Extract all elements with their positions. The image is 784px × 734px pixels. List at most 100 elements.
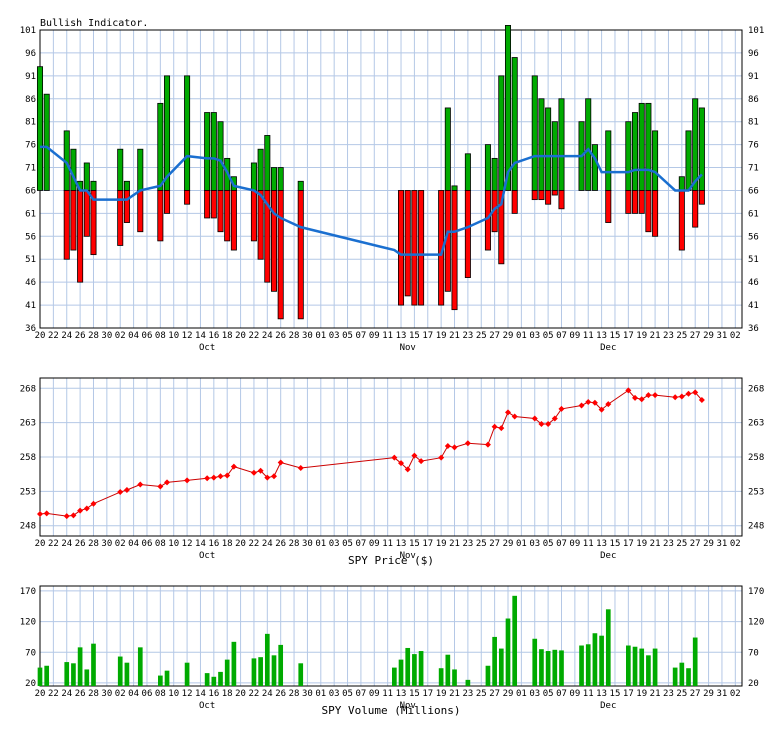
x-tick-label: 01 xyxy=(315,539,326,549)
bullish-bar-up xyxy=(210,112,217,191)
x-tick-label: 03 xyxy=(329,331,340,341)
x-tick-label: 06 xyxy=(142,331,153,341)
price-point xyxy=(157,483,164,490)
x-tick-label: 03 xyxy=(529,331,540,341)
x-tick-label: 29 xyxy=(503,331,514,341)
y-tick-label-right: 248 xyxy=(748,522,764,532)
volume-bar xyxy=(84,669,90,686)
x-tick-label: 26 xyxy=(75,539,86,549)
x-tick-label: 18 xyxy=(222,331,233,341)
price-point xyxy=(652,392,659,399)
price-point xyxy=(37,511,43,518)
x-tick-label: 25 xyxy=(676,331,687,341)
bullish-bar-up xyxy=(451,185,458,191)
x-tick-label: 01 xyxy=(315,689,326,699)
price-point xyxy=(605,401,612,408)
x-tick-label: 24 xyxy=(61,539,72,549)
x-tick-label: 07 xyxy=(355,689,366,699)
x-tick-label: 21 xyxy=(449,539,460,549)
x-tick-label: 25 xyxy=(676,689,687,699)
x-tick-label: 30 xyxy=(101,331,112,341)
price-point xyxy=(672,394,679,401)
x-tick-label: 13 xyxy=(596,539,607,549)
y-tick-label-left: 96 xyxy=(25,49,36,59)
bullish-bar-down xyxy=(70,190,77,251)
volume-bar xyxy=(652,648,658,686)
x-tick-label: 28 xyxy=(289,331,300,341)
x-tick-label: 22 xyxy=(249,539,260,549)
bullish-bar-down xyxy=(277,190,284,320)
x-tick-label: 19 xyxy=(636,331,647,341)
x-tick-label: 22 xyxy=(48,539,59,549)
x-tick-label: 11 xyxy=(382,689,393,699)
bullish-indicator-title: Bullish Indicator. xyxy=(40,18,148,29)
volume-bar xyxy=(585,644,591,686)
x-tick-label: 26 xyxy=(75,331,86,341)
bullish-bar-down xyxy=(250,190,257,242)
bullish-bar-down xyxy=(184,190,191,205)
x-tick-label: 20 xyxy=(235,331,246,341)
volume-bar xyxy=(44,665,50,686)
x-tick-label: 15 xyxy=(610,689,621,699)
x-tick-label: 23 xyxy=(462,689,473,699)
bullish-bar-up xyxy=(117,148,124,191)
x-tick-label: 07 xyxy=(556,689,567,699)
y-tick-label-right: 253 xyxy=(748,487,764,497)
volume-bar xyxy=(218,671,223,686)
price-point xyxy=(77,507,84,514)
price-point xyxy=(411,452,418,459)
price-point xyxy=(83,505,90,512)
price-point xyxy=(43,510,50,517)
x-tick-label: 20 xyxy=(35,689,46,699)
bullish-bar-up xyxy=(277,167,284,191)
y-tick-label-right: 263 xyxy=(748,419,764,429)
y-tick-label-left: 101 xyxy=(20,26,36,36)
bullish-bar-up xyxy=(585,98,592,191)
bullish-bar-up xyxy=(638,102,645,191)
bullish-bar-down xyxy=(411,190,418,306)
x-tick-label: 24 xyxy=(61,331,72,341)
x-tick-label: 27 xyxy=(690,539,701,549)
y-tick-label-right: 120 xyxy=(748,618,764,628)
price-point xyxy=(444,443,451,450)
x-tick-label: 23 xyxy=(663,539,674,549)
bullish-bar-down xyxy=(264,190,271,283)
bullish-bar-down xyxy=(137,190,144,233)
bullish-bar-down xyxy=(652,190,659,237)
x-tick-label: 07 xyxy=(355,539,366,549)
x-tick-label: 30 xyxy=(302,689,313,699)
x-tick-label: 28 xyxy=(88,331,99,341)
bullish-bar-up xyxy=(498,75,505,191)
price-point xyxy=(224,472,231,479)
price-point xyxy=(63,513,70,520)
x-month-label: Dec xyxy=(600,343,616,353)
bullish-bar-down xyxy=(484,190,491,251)
x-tick-label: 21 xyxy=(449,689,460,699)
x-tick-label: 30 xyxy=(302,331,313,341)
bullish-bar-up xyxy=(257,148,264,191)
x-tick-label: 03 xyxy=(529,539,540,549)
y-tick-label-left: 66 xyxy=(25,186,36,196)
bullish-bar-up xyxy=(264,135,271,191)
volume-bar xyxy=(465,679,471,686)
bullish-bar-up xyxy=(36,66,44,191)
x-tick-label: 31 xyxy=(717,689,728,699)
volume-bar xyxy=(164,670,170,686)
volume-bar xyxy=(77,647,83,686)
y-tick-label-right: 61 xyxy=(748,209,759,219)
y-tick-label-left: 263 xyxy=(20,419,36,429)
x-tick-label: 22 xyxy=(48,331,59,341)
bullish-bar-down xyxy=(625,190,632,214)
x-month-label: Oct xyxy=(199,551,215,561)
x-tick-label: 27 xyxy=(489,331,500,341)
bullish-bar-down xyxy=(451,190,458,311)
x-tick-label: 31 xyxy=(717,331,728,341)
x-tick-label: 15 xyxy=(610,331,621,341)
x-tick-label: 03 xyxy=(329,689,340,699)
x-tick-label: 01 xyxy=(315,331,326,341)
moving-average-line xyxy=(40,145,703,256)
x-tick-label: 04 xyxy=(128,331,139,341)
price-point xyxy=(538,421,545,428)
x-tick-label: 03 xyxy=(529,689,540,699)
